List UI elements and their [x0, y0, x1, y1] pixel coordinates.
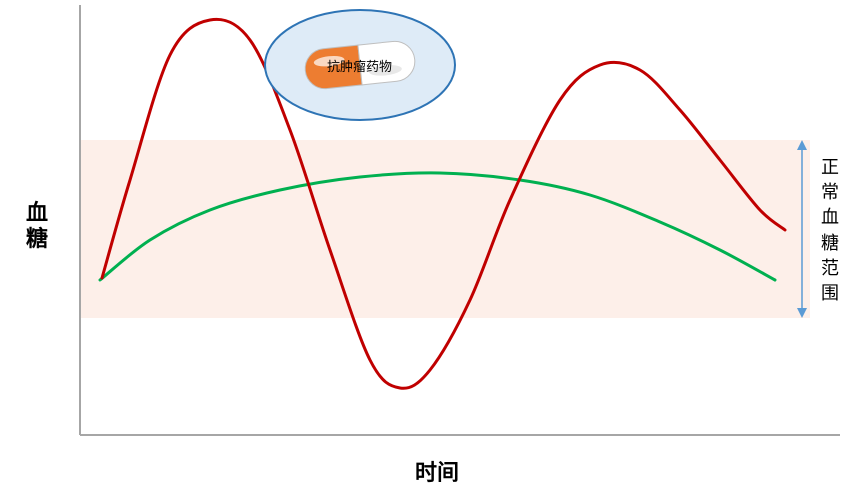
normal-range-band — [80, 140, 810, 318]
normal-range-label: 正常血糖范围 — [820, 155, 840, 306]
x-axis-label: 时间 — [415, 455, 459, 487]
y-axis-label: 血糖 — [22, 200, 52, 253]
blood-glucose-chart: 血糖 时间 正常血糖范围 抗肿瘤药物 — [0, 0, 856, 502]
chart-svg — [0, 0, 856, 502]
pill-label: 抗肿瘤药物 — [327, 56, 392, 75]
